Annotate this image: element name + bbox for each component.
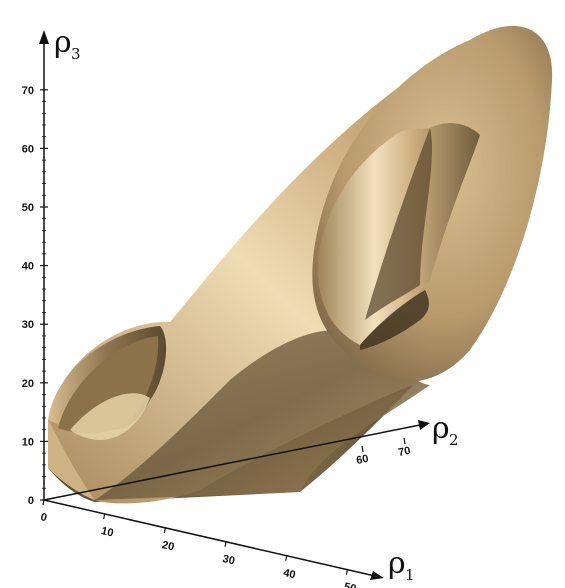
- rho1-axis-label: ρ 1: [388, 546, 415, 584]
- rho2-axis-line: [43, 424, 421, 501]
- rho2-tick-mark: [403, 437, 406, 445]
- rho2-ticks: 60 70: [355, 437, 412, 467]
- rho1-arrowhead: [370, 571, 384, 580]
- rho3-tick-label: 40: [22, 261, 34, 273]
- rho1-tick-label: 20: [161, 539, 176, 553]
- rho2-axis-label: ρ 2: [432, 411, 459, 449]
- rho3-arrowhead: [39, 30, 49, 44]
- rho2-axis-name: ρ: [432, 411, 450, 446]
- rho3-tick-label: 20: [22, 378, 34, 390]
- rho2-arrowhead: [418, 420, 430, 430]
- rho1-axis-name: ρ: [388, 546, 406, 581]
- rho2-axis-subscript: 2: [449, 431, 459, 449]
- rho3-axis-name: ρ: [54, 25, 72, 60]
- rho1-tick-label: 50: [343, 581, 358, 588]
- upper-opening-ridge: [365, 128, 433, 320]
- rho1-axis-line: [43, 499, 376, 577]
- lower-opening-inner-light: [70, 393, 150, 440]
- rho3-tick-label: 70: [22, 85, 34, 97]
- rho1-tick-mark: [103, 513, 106, 520]
- rho1-tick-mark: [345, 569, 349, 575]
- rho1-tick-label: 0: [39, 511, 48, 524]
- rho1-tick-mark: [42, 499, 45, 506]
- rho1-tick-label: 40: [282, 567, 297, 581]
- rho1-ticks: 0 10 20 30 40 50: [39, 499, 358, 588]
- rho2-tick-label: 60: [355, 453, 369, 467]
- rho1-tick-label: 30: [221, 553, 236, 567]
- upper-opening: [312, 25, 553, 382]
- rho2-tick-mark: [361, 445, 364, 453]
- rho1-axis-subscript: 1: [405, 566, 415, 584]
- rho1-tick-mark: [163, 527, 166, 533]
- rho3-axis-subscript: 3: [71, 45, 81, 63]
- rho3-tick-label: 10: [22, 436, 34, 448]
- axis-arrowheads: [39, 30, 430, 580]
- rho1-tick-mark: [224, 541, 227, 547]
- lower-opening: [48, 326, 167, 500]
- rho1-tick-label: 10: [100, 525, 115, 539]
- rho3-tick-label: 30: [22, 319, 34, 331]
- rho3-tick-label: 60: [22, 143, 34, 155]
- axes: [43, 42, 421, 577]
- rho2-tick-label: 70: [397, 445, 411, 459]
- rho3-ticks: 0 10 20 30 40 50 60 70: [22, 85, 48, 507]
- rho3-axis-label: ρ 3: [54, 25, 81, 63]
- upper-opening-lip: [360, 290, 429, 350]
- surface-belly: [95, 330, 430, 500]
- rho3-tick-label: 0: [28, 495, 34, 507]
- rho3-tick-label: 50: [22, 202, 34, 214]
- rho1-tick-mark: [285, 555, 288, 561]
- lower-opening-front-face: [48, 420, 95, 500]
